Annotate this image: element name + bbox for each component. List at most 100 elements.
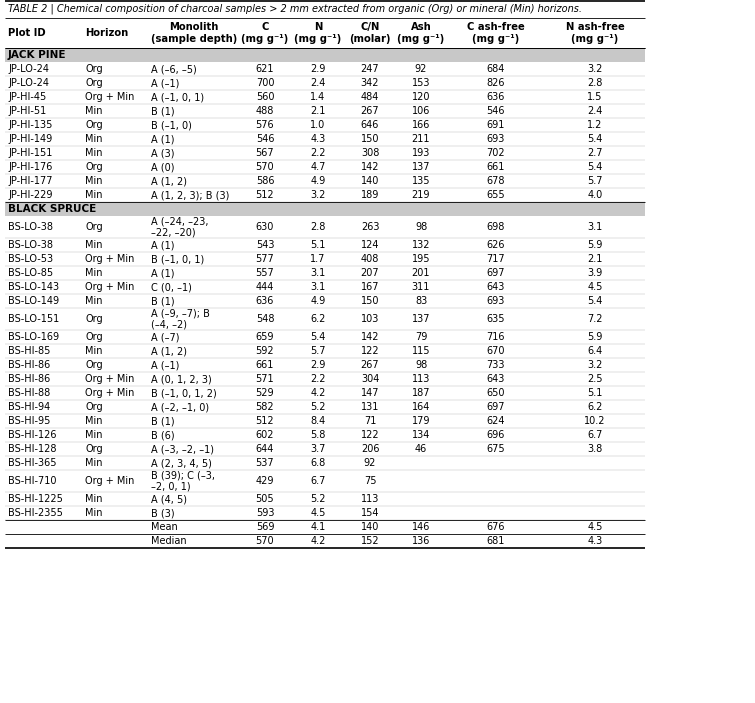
Text: A (–6, –5): A (–6, –5) — [151, 64, 197, 74]
Text: Org + Min: Org + Min — [85, 254, 134, 264]
Text: 693: 693 — [486, 134, 504, 144]
Text: 700: 700 — [256, 78, 274, 88]
Text: 2.1: 2.1 — [310, 106, 325, 116]
Text: A (–1): A (–1) — [151, 78, 180, 88]
Text: BS-LO-149: BS-LO-149 — [8, 296, 59, 306]
Text: Min: Min — [85, 268, 103, 278]
Text: B (–1, 0, 1): B (–1, 0, 1) — [151, 254, 205, 264]
Text: Org: Org — [85, 162, 103, 172]
Text: BS-LO-151: BS-LO-151 — [8, 314, 59, 324]
Text: Org + Min: Org + Min — [85, 92, 134, 102]
Text: 557: 557 — [256, 268, 274, 278]
Text: 678: 678 — [486, 176, 505, 186]
Text: 630: 630 — [256, 222, 274, 232]
Text: 4.3: 4.3 — [310, 134, 325, 144]
Text: Org: Org — [85, 222, 103, 232]
Text: Min: Min — [85, 148, 103, 158]
Text: 75: 75 — [364, 476, 376, 486]
Text: JP-HI-229: JP-HI-229 — [8, 190, 53, 200]
Text: A (–9, –7); B
(–4, –2): A (–9, –7); B (–4, –2) — [151, 308, 210, 330]
Text: Org: Org — [85, 402, 103, 412]
Text: 488: 488 — [256, 106, 274, 116]
Text: 570: 570 — [256, 536, 274, 546]
Text: B (39); C (–3,
–2, 0, 1): B (39); C (–3, –2, 0, 1) — [151, 470, 215, 492]
Bar — [5, 48, 645, 62]
Text: 717: 717 — [486, 254, 505, 264]
Text: 546: 546 — [486, 106, 505, 116]
Text: C ash-free
(mg g⁻¹): C ash-free (mg g⁻¹) — [467, 22, 525, 44]
Text: 5.7: 5.7 — [587, 176, 602, 186]
Text: 140: 140 — [361, 522, 379, 532]
Text: B (–1, 0, 1, 2): B (–1, 0, 1, 2) — [151, 388, 217, 398]
Text: 681: 681 — [486, 536, 504, 546]
Text: Org + Min: Org + Min — [85, 282, 134, 292]
Text: B (3): B (3) — [151, 508, 174, 518]
Text: JACK PINE: JACK PINE — [8, 50, 66, 60]
Text: 1.2: 1.2 — [587, 120, 602, 130]
Text: BS-HI-88: BS-HI-88 — [8, 388, 51, 398]
Text: 342: 342 — [361, 78, 379, 88]
Text: 635: 635 — [486, 314, 505, 324]
Text: A (0, 1, 2, 3): A (0, 1, 2, 3) — [151, 374, 211, 384]
Text: A (1): A (1) — [151, 268, 174, 278]
Text: 661: 661 — [256, 360, 274, 370]
Text: Median: Median — [151, 536, 186, 546]
Text: A (1, 2): A (1, 2) — [151, 346, 187, 356]
Text: B (1): B (1) — [151, 106, 174, 116]
Text: 429: 429 — [256, 476, 274, 486]
Text: A (3): A (3) — [151, 148, 174, 158]
Text: JP-HI-51: JP-HI-51 — [8, 106, 46, 116]
Text: 267: 267 — [361, 106, 379, 116]
Text: 311: 311 — [411, 282, 430, 292]
Text: 650: 650 — [486, 388, 505, 398]
Text: BS-LO-38: BS-LO-38 — [8, 240, 53, 250]
Text: C
(mg g⁻¹): C (mg g⁻¹) — [242, 22, 288, 44]
Text: 576: 576 — [256, 120, 274, 130]
Text: 593: 593 — [256, 508, 274, 518]
Text: 2.5: 2.5 — [587, 374, 602, 384]
Text: 698: 698 — [486, 222, 504, 232]
Text: A (–24, –23,
–22, –20): A (–24, –23, –22, –20) — [151, 217, 208, 238]
Text: BS-HI-1225: BS-HI-1225 — [8, 494, 63, 504]
Text: 167: 167 — [361, 282, 379, 292]
Text: Monolith
(sample depth): Monolith (sample depth) — [151, 22, 237, 44]
Text: BS-HI-94: BS-HI-94 — [8, 402, 51, 412]
Text: 195: 195 — [411, 254, 430, 264]
Text: 586: 586 — [256, 176, 274, 186]
Text: 570: 570 — [256, 162, 274, 172]
Text: JP-HI-45: JP-HI-45 — [8, 92, 46, 102]
Text: BS-HI-126: BS-HI-126 — [8, 430, 57, 440]
Text: 569: 569 — [256, 522, 274, 532]
Text: 5.4: 5.4 — [310, 332, 325, 342]
Text: 676: 676 — [486, 522, 505, 532]
Text: 537: 537 — [256, 458, 274, 468]
Text: N
(mg g⁻¹): N (mg g⁻¹) — [294, 22, 341, 44]
Text: 621: 621 — [256, 64, 274, 74]
Text: 546: 546 — [256, 134, 274, 144]
Text: 201: 201 — [411, 268, 430, 278]
Text: 2.8: 2.8 — [587, 78, 602, 88]
Text: 219: 219 — [411, 190, 430, 200]
Text: Min: Min — [85, 134, 103, 144]
Text: A (–1): A (–1) — [151, 360, 180, 370]
Text: 3.9: 3.9 — [587, 268, 602, 278]
Text: A (–7): A (–7) — [151, 332, 180, 342]
Text: 5.2: 5.2 — [310, 402, 325, 412]
Text: 624: 624 — [486, 416, 505, 426]
Text: Org: Org — [85, 64, 103, 74]
Text: 2.8: 2.8 — [310, 222, 325, 232]
Text: 142: 142 — [361, 332, 379, 342]
Text: Min: Min — [85, 176, 103, 186]
Text: Org: Org — [85, 120, 103, 130]
Text: 132: 132 — [411, 240, 430, 250]
Text: 3.8: 3.8 — [587, 444, 602, 454]
Text: BS-LO-143: BS-LO-143 — [8, 282, 59, 292]
Text: 684: 684 — [486, 64, 504, 74]
Text: Min: Min — [85, 430, 103, 440]
Text: 5.1: 5.1 — [310, 240, 325, 250]
Text: A (1, 2, 3); B (3): A (1, 2, 3); B (3) — [151, 190, 230, 200]
Text: Min: Min — [85, 346, 103, 356]
Text: Plot ID: Plot ID — [8, 28, 45, 38]
Text: 3.1: 3.1 — [310, 268, 325, 278]
Text: 92: 92 — [414, 64, 427, 74]
